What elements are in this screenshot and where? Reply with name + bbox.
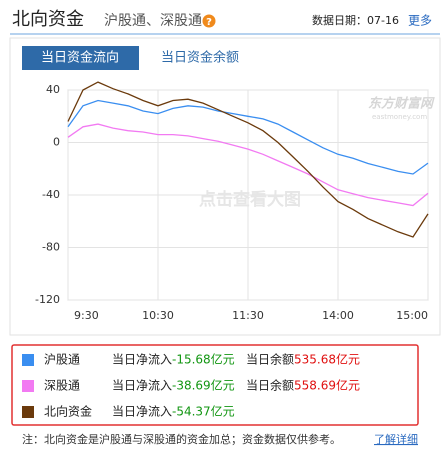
- help-mark[interactable]: ?: [206, 17, 212, 28]
- x-tick-label: 15:00: [396, 309, 428, 322]
- legend-swatch: [22, 380, 34, 392]
- balance-value: 535.68亿元: [294, 352, 360, 367]
- net-text: 当日净流入: [112, 353, 172, 367]
- title: 北向资金: [12, 9, 84, 30]
- net-value: -54.37亿元: [172, 404, 235, 419]
- net-text: 当日净流入: [112, 405, 172, 419]
- overlay-text: 点击查看大图: [199, 189, 301, 210]
- legend-name: 深股通: [44, 379, 80, 393]
- subtitle: 沪股通、深股通: [104, 13, 202, 29]
- y-tick-label: 40: [46, 83, 60, 96]
- series-line: [67, 81, 429, 238]
- balance-text: 当日余额: [246, 378, 294, 393]
- balance-text: 当日余额: [246, 352, 294, 367]
- x-tick-label: 10:30: [142, 309, 174, 322]
- watermark-sub: eastmoney.com: [372, 113, 427, 121]
- chart-panel: [9, 37, 441, 336]
- legend-swatch: [22, 354, 34, 366]
- x-tick-label: 14:00: [322, 309, 354, 322]
- y-tick-label: -80: [42, 241, 60, 254]
- y-tick-label: 0: [53, 136, 60, 149]
- legend-box: [11, 344, 419, 426]
- y-tick-label: -120: [35, 293, 60, 306]
- balance-value: 558.69亿元: [294, 378, 360, 393]
- date-label: 数据日期：07-16: [312, 13, 399, 27]
- net-value: -15.68亿元: [172, 352, 235, 367]
- detail-link[interactable]: 了解详细: [374, 432, 418, 446]
- x-tick-label: 11:30: [232, 309, 264, 322]
- tab[interactable]: 当日资金流向: [41, 50, 119, 66]
- tab-active[interactable]: [22, 46, 139, 70]
- watermark: 东方财富网: [368, 96, 435, 112]
- tab[interactable]: 当日资金余额: [161, 50, 239, 66]
- legend-name: 北向资金: [44, 404, 92, 419]
- net-text: 当日净流入: [112, 379, 172, 393]
- legend-name: 沪股通: [44, 353, 80, 367]
- help-icon[interactable]: [202, 14, 216, 28]
- x-tick-label: 9:30: [74, 309, 99, 322]
- legend-swatch: [22, 406, 34, 418]
- series-line: [67, 99, 429, 175]
- series-line: [67, 123, 429, 207]
- net-value: -38.69亿元: [172, 378, 235, 393]
- more-link[interactable]: 更多: [408, 14, 432, 28]
- y-tick-label: -40: [42, 188, 60, 201]
- footnote: 注：北向资金是沪股通与深股通的资金加总；资金数据仅供参考。: [22, 432, 341, 446]
